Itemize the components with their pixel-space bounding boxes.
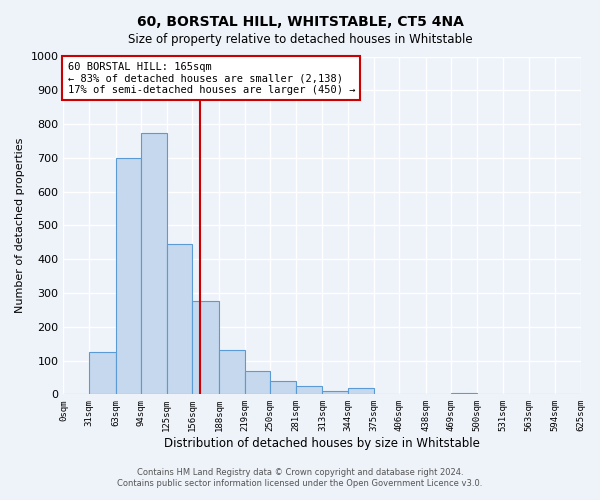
Bar <box>270 381 296 394</box>
Bar <box>89 352 116 395</box>
Bar <box>167 244 193 394</box>
Text: Contains HM Land Registry data © Crown copyright and database right 2024.
Contai: Contains HM Land Registry data © Crown c… <box>118 468 482 487</box>
Bar <box>322 391 348 394</box>
Text: 60, BORSTAL HILL, WHITSTABLE, CT5 4NA: 60, BORSTAL HILL, WHITSTABLE, CT5 4NA <box>137 15 463 29</box>
Bar <box>193 302 219 394</box>
Bar <box>219 350 245 395</box>
Bar <box>451 392 477 394</box>
Text: 60 BORSTAL HILL: 165sqm
← 83% of detached houses are smaller (2,138)
17% of semi: 60 BORSTAL HILL: 165sqm ← 83% of detache… <box>68 62 355 95</box>
Text: Size of property relative to detached houses in Whitstable: Size of property relative to detached ho… <box>128 32 472 46</box>
Bar <box>245 372 270 394</box>
Bar <box>296 386 322 394</box>
Y-axis label: Number of detached properties: Number of detached properties <box>15 138 25 313</box>
X-axis label: Distribution of detached houses by size in Whitstable: Distribution of detached houses by size … <box>164 437 480 450</box>
Bar <box>116 158 141 394</box>
Bar <box>141 132 167 394</box>
Bar <box>348 388 374 394</box>
